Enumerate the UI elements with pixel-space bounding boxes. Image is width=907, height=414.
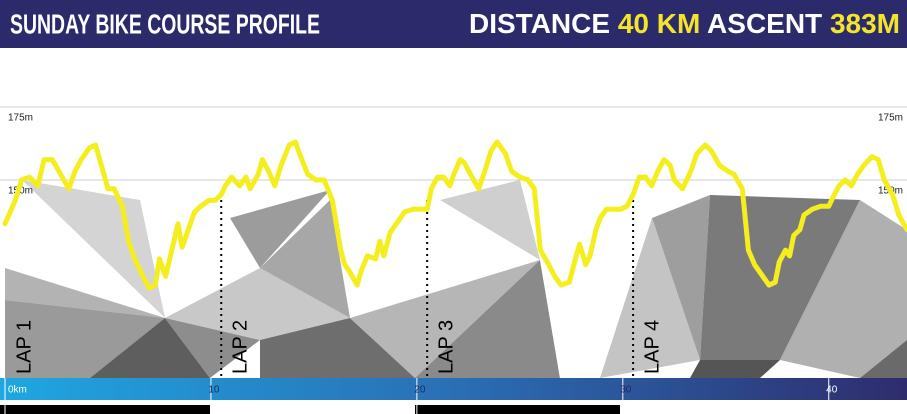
distance-label: DISTANCE — [469, 8, 610, 39]
chart-title: SUNDAY BIKE COURSE PROFILE — [10, 8, 320, 39]
y-tick-label: 175m — [878, 113, 903, 124]
x-tick-label: 30 — [620, 385, 632, 396]
lap-label: LAP 4 — [641, 320, 663, 374]
ascent-value: 383M — [830, 8, 900, 39]
x-tick-label: 40 — [826, 385, 838, 396]
ascent-label: ASCENT — [707, 8, 822, 39]
lap-label: LAP 2 — [230, 320, 252, 374]
x-axis-band — [0, 378, 907, 400]
page: {"chart_data": {"type": "line", "title":… — [0, 0, 907, 414]
y-tick-label: 175m — [8, 113, 33, 124]
x-tick-label: 20 — [414, 385, 426, 396]
x-tick-label: 10 — [208, 385, 220, 396]
header-stats: DISTANCE 40 KM ASCENT 383M — [469, 8, 900, 39]
lap-label: LAP 3 — [435, 320, 457, 374]
bottom-stripes — [0, 405, 620, 414]
chart: SUNDAY BIKE COURSE PROFILE DISTANCE 40 K… — [0, 0, 907, 414]
lap-label: LAP 1 — [13, 320, 35, 374]
distance-value: 40 KM — [618, 8, 700, 39]
x-tick-label: 0km — [8, 385, 27, 396]
